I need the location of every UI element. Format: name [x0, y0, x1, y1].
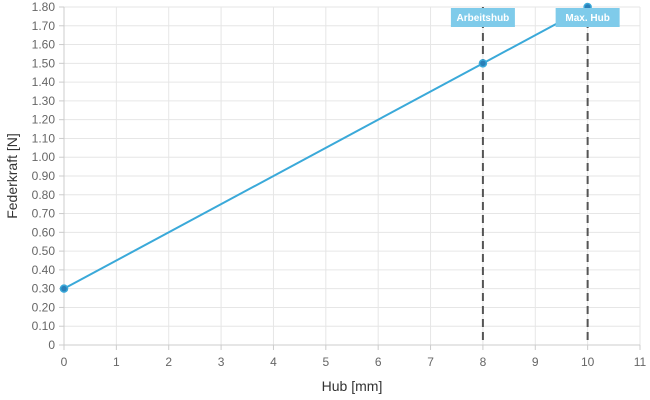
y-tick-label: 0 [48, 338, 55, 352]
y-tick-label: 1.20 [32, 113, 56, 127]
x-tick-label: 6 [375, 355, 382, 369]
x-tick-label: 8 [480, 355, 487, 369]
annotation-label: Max. Hub [565, 13, 609, 24]
x-tick-label: 10 [581, 355, 595, 369]
x-tick-label: 7 [427, 355, 434, 369]
y-tick-label: 0.90 [32, 169, 56, 183]
y-tick-label: 1.60 [32, 38, 56, 52]
y-tick-label: 0.60 [32, 225, 56, 239]
y-tick-label: 1.40 [32, 75, 56, 89]
y-axis-title: Federkraft [N] [4, 133, 20, 219]
y-tick-label: 1.50 [32, 56, 56, 70]
annotation-label: Arbeitshub [457, 13, 510, 24]
y-tick-label: 0.70 [32, 207, 56, 221]
y-tick-label: 0.10 [32, 319, 56, 333]
x-tick-label: 2 [165, 355, 172, 369]
y-tick-label: 0.50 [32, 244, 56, 258]
grid [63, 6, 641, 346]
y-tick-label: 1.00 [32, 150, 56, 164]
x-tick-label: 3 [218, 355, 225, 369]
y-tick-label: 1.80 [32, 0, 56, 14]
y-tick-label: 1.70 [32, 19, 56, 33]
x-tick-label: 5 [322, 355, 329, 369]
data-point [59, 284, 69, 293]
y-tick-label: 0.40 [32, 263, 56, 277]
data-point [478, 59, 488, 68]
y-tick-label: 0.30 [32, 282, 56, 296]
annotation-label-box [555, 8, 620, 27]
series [59, 2, 592, 293]
x-tick-label: 9 [532, 355, 539, 369]
y-tick-label: 1.30 [32, 94, 56, 108]
x-tick-label: 0 [61, 355, 68, 369]
axes [59, 6, 641, 350]
x-tick-label: 1 [113, 355, 120, 369]
annotation-labels: Arbeitshub Max. Hub [450, 8, 620, 27]
y-tick-label: 0.20 [32, 300, 56, 314]
y-tick-label: 0.80 [32, 188, 56, 202]
x-axis-title: Hub [mm] [322, 378, 383, 394]
y-tick-label: 1.10 [32, 131, 56, 145]
annotation-label-box [450, 8, 515, 27]
x-tick-label: 11 [634, 355, 647, 369]
x-tick-label: 4 [270, 355, 277, 369]
tick-labels: 0 1 2 3 4 5 6 7 8 9 10 11 0 0.10 0.20 0.30 0.40 0.50 0.60 0… [32, 0, 647, 369]
